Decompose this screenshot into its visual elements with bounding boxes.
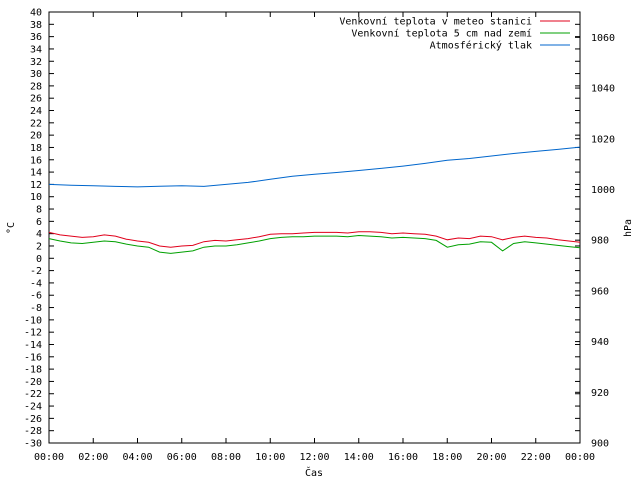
series-line-0	[48, 231, 581, 248]
y2-tick-label: 1000	[591, 185, 615, 196]
y-tick-label: 2	[36, 241, 42, 252]
y-tick-label: 14	[30, 168, 42, 179]
y-tick-label: 28	[30, 81, 42, 92]
y-tick-label: -2	[30, 266, 42, 277]
y2-tick-label: 1040	[591, 84, 615, 95]
y-tick-label: 12	[30, 180, 42, 191]
y2-tick-label: 960	[591, 286, 609, 297]
x-tick-label: 22:00	[521, 452, 551, 463]
y-tick-label: 10	[30, 192, 42, 203]
y-tick-label: 18	[30, 143, 42, 154]
y2-tick-label: 1020	[591, 134, 615, 145]
y-tick-label: 4	[36, 229, 42, 240]
y2-tick-label: 980	[591, 236, 609, 247]
y-tick-label: -24	[24, 402, 42, 413]
y2-axis-label: hPa	[623, 219, 634, 237]
x-tick-label: 08:00	[211, 452, 241, 463]
x-tick-label: 14:00	[344, 452, 374, 463]
legend-label: Venkovní teplota 5 cm nad zemí	[351, 28, 532, 40]
y-tick-label: 16	[30, 155, 42, 166]
x-tick-label: 06:00	[167, 452, 197, 463]
y-tick-label: 26	[30, 94, 42, 105]
x-tick-label: 12:00	[299, 452, 329, 463]
series-line-1	[48, 234, 581, 254]
y-tick-label: 8	[36, 205, 42, 216]
y2-tick-label: 940	[591, 337, 609, 348]
x-tick-label: 16:00	[388, 452, 418, 463]
legend-label: Atmosférický tlak	[430, 40, 532, 52]
y-tick-label: -22	[24, 389, 42, 400]
x-tick-label: 02:00	[78, 452, 108, 463]
y-tick-label: 40	[30, 8, 42, 19]
series-line-2	[48, 146, 581, 188]
y-tick-label: 20	[30, 131, 42, 142]
y2-tick-label: 1060	[591, 33, 615, 44]
x-tick-label: 10:00	[255, 452, 285, 463]
y-tick-label: 22	[30, 118, 42, 129]
y2-tick-label: 920	[591, 388, 609, 399]
y-tick-label: -26	[24, 414, 42, 425]
y2-tick-label: 900	[591, 439, 609, 450]
y-tick-label: 32	[30, 57, 42, 68]
y-tick-label: -14	[24, 340, 42, 351]
y-tick-label: 30	[30, 69, 42, 80]
y-tick-label: -6	[30, 291, 42, 302]
y-tick-label: -18	[24, 365, 42, 376]
y-tick-label: -12	[24, 328, 42, 339]
legend-label: Venkovní teplota v meteo stanici	[339, 16, 532, 28]
y-tick-label: -30	[24, 439, 42, 450]
y-tick-label: 36	[30, 32, 42, 43]
y-tick-label: -28	[24, 426, 42, 437]
x-tick-label: 18:00	[432, 452, 462, 463]
x-tick-label: 20:00	[476, 452, 506, 463]
y-tick-label: 34	[30, 44, 42, 55]
y-tick-label: 24	[30, 106, 42, 117]
y-tick-label: -8	[30, 303, 42, 314]
y-tick-label: -10	[24, 315, 42, 326]
x-axis-label: Čas	[305, 466, 323, 479]
y-axis-label: °C	[6, 222, 17, 234]
y-tick-label: 38	[30, 20, 42, 31]
x-tick-label: 00:00	[565, 452, 595, 463]
y-tick-label: -4	[30, 278, 42, 289]
x-tick-label: 04:00	[122, 452, 152, 463]
x-tick-label: 00:00	[34, 452, 64, 463]
y-tick-label: -16	[24, 352, 42, 363]
y-tick-label: 6	[36, 217, 42, 228]
y-tick-label: -20	[24, 377, 42, 388]
y-tick-label: 0	[36, 254, 42, 265]
